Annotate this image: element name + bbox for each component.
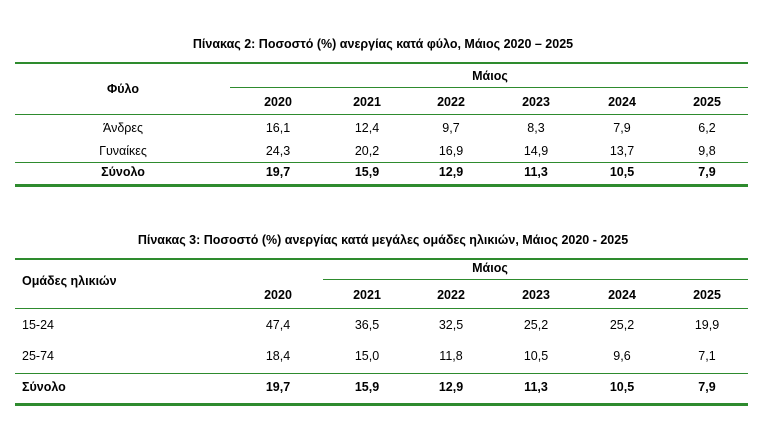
cell: 7,9 xyxy=(698,380,716,394)
cell: 19,9 xyxy=(694,318,720,332)
row-label: 25-74 xyxy=(22,349,54,363)
cell: 6,2 xyxy=(698,121,716,135)
cell: 9,6 xyxy=(613,349,631,363)
year-header: 2022 xyxy=(437,288,465,302)
cell: 12,9 xyxy=(438,165,464,179)
row-label: Γυναίκες xyxy=(99,144,147,158)
year-header: 2021 xyxy=(353,288,381,302)
row-label: Σύνολο xyxy=(101,165,145,179)
cell: 19,7 xyxy=(265,380,291,394)
row-header: Ομάδες ηλικιών xyxy=(22,274,117,288)
rule xyxy=(15,62,748,64)
rule xyxy=(323,279,748,280)
rule xyxy=(15,184,748,187)
cell: 15,9 xyxy=(354,380,380,394)
cell: 18,4 xyxy=(265,349,291,363)
cell: 12,4 xyxy=(354,121,380,135)
cell: 8,3 xyxy=(527,121,545,135)
cell: 9,8 xyxy=(698,144,716,158)
row-label: Άνδρες xyxy=(102,121,144,135)
cell: 11,3 xyxy=(524,380,548,394)
year-header: 2021 xyxy=(353,95,381,109)
year-header: 2020 xyxy=(264,288,292,302)
year-header: 2024 xyxy=(608,288,636,302)
year-header: 2022 xyxy=(437,95,465,109)
rule xyxy=(15,258,748,260)
cell: 9,7 xyxy=(442,121,460,135)
cell: 36,5 xyxy=(354,318,380,332)
row-label: 15-24 xyxy=(22,318,54,332)
rule xyxy=(15,114,748,115)
rule xyxy=(15,373,748,374)
table-title: Πίνακας 2: Ποσοστό (%) ανεργίας κατά φύλ… xyxy=(192,37,574,51)
rule xyxy=(230,87,748,88)
cell: 16,1 xyxy=(265,121,291,135)
cell: 32,5 xyxy=(438,318,464,332)
cell: 25,2 xyxy=(523,318,549,332)
cell: 11,8 xyxy=(439,349,463,363)
year-header: 2023 xyxy=(522,288,550,302)
cell: 10,5 xyxy=(523,349,549,363)
year-header: 2025 xyxy=(693,288,721,302)
cell: 11,3 xyxy=(524,165,548,179)
group-header: Μάιος xyxy=(472,261,508,275)
year-header: 2025 xyxy=(693,95,721,109)
cell: 19,7 xyxy=(265,165,291,179)
rule xyxy=(15,308,748,309)
cell: 14,9 xyxy=(523,144,549,158)
cell: 7,1 xyxy=(698,349,716,363)
rule xyxy=(15,162,748,163)
cell: 47,4 xyxy=(265,318,291,332)
cell: 15,9 xyxy=(354,165,380,179)
cell: 16,9 xyxy=(438,144,464,158)
cell: 7,9 xyxy=(698,165,716,179)
year-header: 2023 xyxy=(522,95,550,109)
cell: 10,5 xyxy=(609,380,635,394)
row-header: Φύλο xyxy=(107,82,139,96)
cell: 10,5 xyxy=(609,165,635,179)
rule xyxy=(15,403,748,406)
cell: 7,9 xyxy=(613,121,631,135)
cell: 24,3 xyxy=(265,144,291,158)
cell: 15,0 xyxy=(354,349,380,363)
cell: 13,7 xyxy=(609,144,635,158)
year-header: 2024 xyxy=(608,95,636,109)
cell: 25,2 xyxy=(609,318,635,332)
cell: 12,9 xyxy=(438,380,464,394)
year-header: 2020 xyxy=(264,95,292,109)
cell: 20,2 xyxy=(354,144,380,158)
table-title: Πίνακας 3: Ποσοστό (%) ανεργίας κατά μεγ… xyxy=(137,233,629,247)
group-header: Μάιος xyxy=(472,69,508,83)
row-label: Σύνολο xyxy=(22,380,66,394)
